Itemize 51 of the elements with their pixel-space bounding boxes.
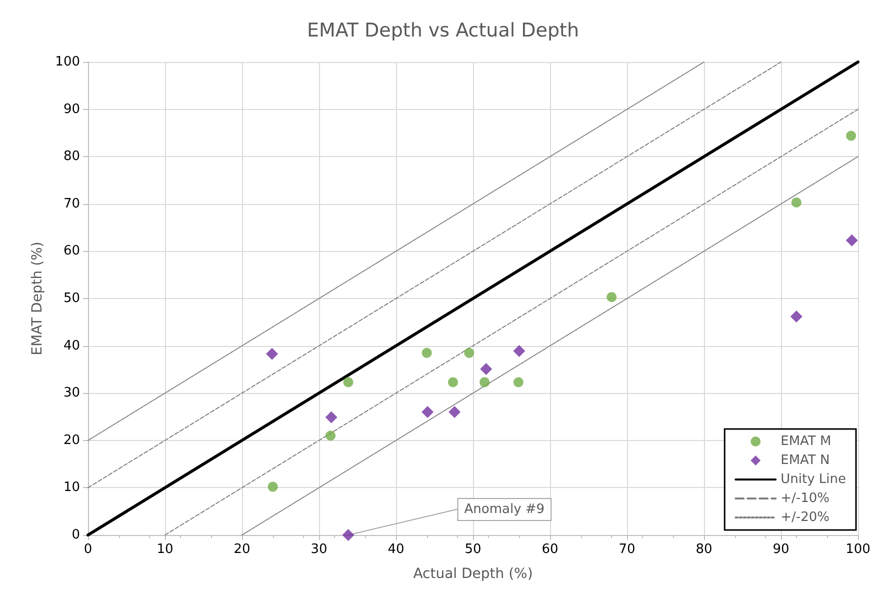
- point: [791, 197, 802, 208]
- y-tick-label: 50: [63, 291, 80, 306]
- point: [422, 406, 434, 418]
- x-tick-label: 80: [696, 542, 712, 557]
- legend-label: EMAT M: [780, 434, 832, 449]
- legend-label: Unity Line: [780, 472, 846, 487]
- chart-title: EMAT Depth vs Actual Depth: [306, 20, 580, 42]
- point: [448, 377, 458, 388]
- y-axis-title: EMAT Depth (%): [29, 242, 46, 356]
- x-tick-label: 90: [772, 542, 790, 557]
- y-tick-label: 40: [63, 338, 80, 354]
- point: [268, 482, 278, 492]
- x-tick-label: 0: [84, 542, 92, 557]
- point: [325, 411, 338, 424]
- point: [266, 348, 278, 360]
- point: [326, 430, 336, 441]
- y-tick-label: 70: [63, 196, 80, 212]
- legend-label: +/-10%: [780, 491, 830, 506]
- x-tick-label: 50: [464, 542, 482, 557]
- point: [480, 377, 490, 388]
- y-tick-label: 30: [63, 386, 80, 401]
- point: [846, 130, 856, 141]
- point: [513, 345, 526, 358]
- y-tick-label: 20: [63, 432, 80, 448]
- point: [480, 362, 492, 375]
- point: [342, 529, 354, 541]
- annotation: Anomaly #9: [464, 502, 545, 517]
- point: [343, 377, 354, 388]
- point: [606, 292, 617, 302]
- point: [464, 348, 474, 358]
- x-tick-label: 100: [846, 542, 870, 557]
- point: [790, 310, 802, 322]
- y-tick-label: 90: [63, 102, 80, 117]
- x-tick-label: 40: [388, 542, 404, 557]
- y-tick-label: 60: [63, 244, 80, 259]
- legend-label: EMAT N: [780, 453, 830, 468]
- point: [513, 377, 524, 388]
- legend-label: +/-20%: [780, 510, 830, 525]
- x-tick-label: 10: [156, 542, 174, 557]
- x-tick-label: 20: [234, 542, 250, 557]
- point: [422, 348, 432, 358]
- x-tick-label: 30: [310, 542, 328, 557]
- point: [448, 406, 461, 418]
- y-tick-label: 10: [63, 480, 80, 496]
- x-tick-label: 60: [542, 542, 558, 557]
- x-tick-label: 70: [618, 542, 636, 557]
- y-tick-label: 80: [63, 149, 80, 164]
- y-tick-label: 100: [55, 54, 80, 70]
- x-axis-title: Actual Depth (%): [413, 566, 533, 582]
- point: [846, 234, 858, 246]
- y-tick-label: 0: [72, 528, 80, 542]
